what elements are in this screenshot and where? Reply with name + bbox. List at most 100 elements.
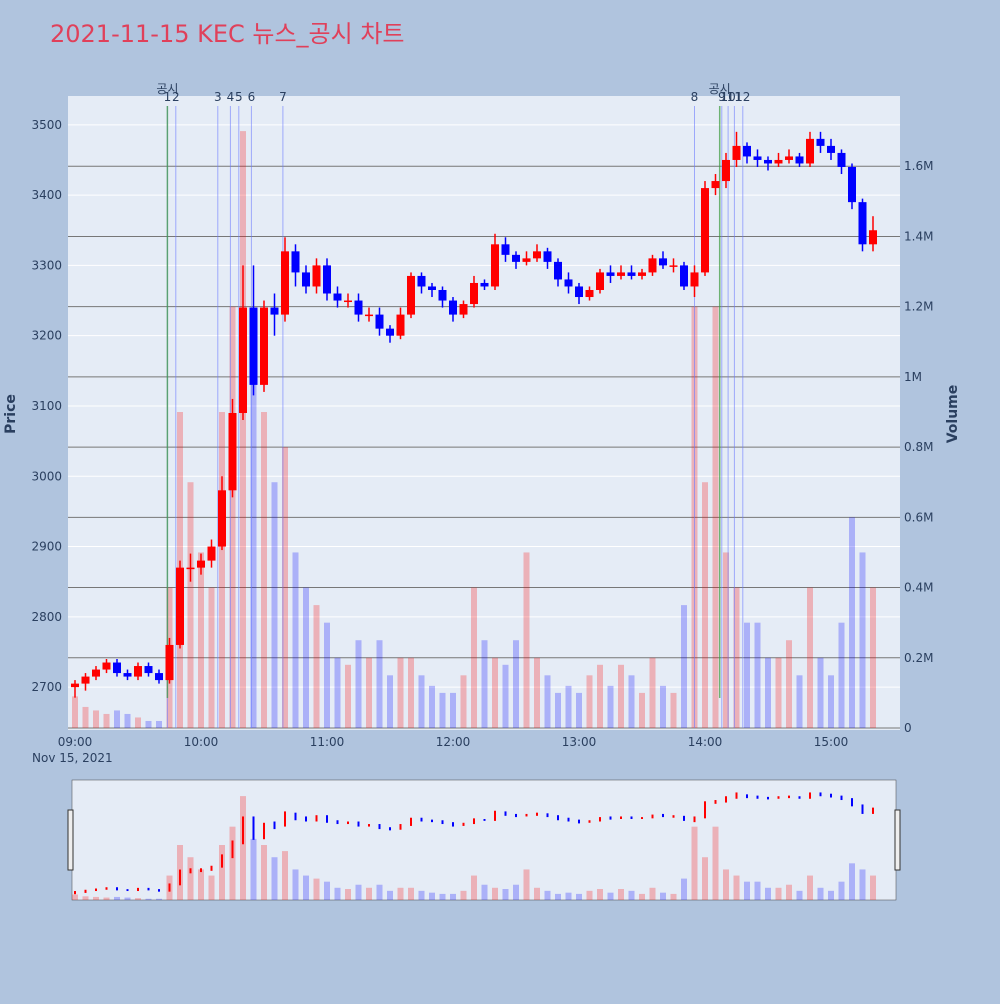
volume-bar bbox=[607, 685, 614, 728]
slider-volume-bar bbox=[723, 869, 729, 900]
candle-body bbox=[207, 546, 216, 561]
slider-volume-bar bbox=[408, 887, 414, 900]
candle-body bbox=[522, 258, 531, 262]
y-tick-label: 3000 bbox=[31, 469, 62, 483]
candle-body bbox=[396, 314, 405, 336]
y2-tick-label: 1.6M bbox=[904, 159, 933, 173]
slider-volume-bar bbox=[135, 898, 141, 900]
volume-bar bbox=[135, 717, 141, 728]
slider-volume-bar bbox=[502, 889, 509, 900]
slider-volume-bar bbox=[187, 857, 194, 900]
volume-bar bbox=[240, 131, 246, 729]
candle-body bbox=[627, 272, 636, 276]
slider-volume-bar bbox=[786, 884, 792, 900]
candle-body bbox=[123, 673, 132, 677]
slider-handle[interactable] bbox=[894, 809, 901, 871]
volume-bar bbox=[72, 696, 78, 728]
candle-body bbox=[365, 314, 373, 317]
slider-volume-bar bbox=[744, 881, 750, 900]
volume-bar bbox=[733, 587, 740, 728]
volume-bar bbox=[544, 675, 551, 728]
candle-body bbox=[680, 265, 688, 287]
volume-bar bbox=[124, 713, 131, 728]
slider-volume-bar bbox=[481, 884, 488, 900]
news-label: 12 bbox=[735, 90, 750, 104]
slider-volume-bar bbox=[817, 887, 824, 900]
volume-bar bbox=[859, 552, 866, 728]
x-tick-label: 15:00 bbox=[814, 735, 849, 749]
candle-body bbox=[449, 300, 457, 315]
candle-body bbox=[218, 490, 226, 547]
volume-bar bbox=[82, 706, 89, 728]
candle-body bbox=[638, 272, 646, 276]
candle-body bbox=[659, 258, 667, 266]
volume-bar bbox=[807, 587, 813, 728]
candle-body bbox=[816, 138, 825, 146]
slider-volume-bar bbox=[82, 896, 89, 900]
slider-volume-bar bbox=[292, 869, 299, 900]
y2-axis-title: Volume bbox=[945, 385, 961, 444]
volume-bar bbox=[660, 685, 666, 728]
slider-volume-bar bbox=[628, 890, 635, 900]
slider-volume-bar bbox=[807, 875, 813, 900]
volume-bar bbox=[576, 692, 582, 728]
candle-body bbox=[239, 307, 247, 413]
candle-body bbox=[596, 272, 604, 290]
candle-body bbox=[491, 244, 499, 287]
candle-body bbox=[732, 145, 741, 160]
slider-volume-bar bbox=[765, 887, 771, 900]
candle-body bbox=[323, 265, 331, 294]
slider-volume-bar bbox=[103, 897, 110, 900]
volume-bar bbox=[229, 306, 236, 728]
candle-body bbox=[375, 314, 384, 329]
slider-volume-bar bbox=[649, 887, 656, 900]
plot-area bbox=[68, 96, 900, 730]
volume-bar bbox=[681, 605, 687, 728]
range-slider[interactable] bbox=[71, 779, 897, 901]
y-tick-label: 2800 bbox=[31, 610, 62, 624]
slider-volume-bar bbox=[670, 893, 677, 900]
candle-body bbox=[501, 244, 510, 255]
candle-body bbox=[165, 644, 174, 681]
candle-body bbox=[144, 666, 153, 674]
volume-bar bbox=[523, 552, 530, 728]
slider-volume-bar bbox=[534, 887, 540, 900]
y-tick-label: 3400 bbox=[31, 188, 62, 202]
slider-volume-bar bbox=[796, 890, 803, 900]
volume-bar bbox=[723, 552, 729, 728]
y2-tick-label: 0.4M bbox=[904, 581, 933, 595]
slider-handle[interactable] bbox=[67, 809, 74, 871]
volume-bar bbox=[303, 587, 309, 728]
volume-bar bbox=[534, 657, 540, 728]
y-tick-label: 2900 bbox=[31, 540, 62, 554]
slider-volume-bar bbox=[93, 896, 99, 900]
slider-volume-bar bbox=[492, 887, 498, 900]
candle-body bbox=[176, 567, 184, 645]
candle-body bbox=[606, 272, 615, 276]
volume-bar bbox=[145, 720, 152, 728]
y2-tick-label: 1M bbox=[904, 370, 922, 384]
slider-volume-bar bbox=[208, 875, 215, 900]
slider-volume-bar bbox=[838, 881, 845, 900]
slider-volume-bar bbox=[387, 890, 393, 900]
volume-bar bbox=[187, 482, 194, 728]
volume-bar bbox=[376, 640, 383, 728]
candle-body bbox=[764, 159, 772, 164]
volume-bar bbox=[586, 675, 593, 728]
candle-body bbox=[354, 300, 363, 315]
slider-volume-bar bbox=[586, 890, 593, 900]
slider-volume-bar bbox=[870, 875, 876, 900]
candle-body bbox=[333, 293, 342, 301]
volume-bar bbox=[817, 657, 824, 728]
volume-bar bbox=[387, 675, 393, 728]
candle-body bbox=[459, 304, 468, 315]
candle-body bbox=[312, 265, 321, 287]
volume-bar bbox=[744, 622, 750, 728]
candle-body bbox=[344, 300, 352, 303]
x-tick-label: 14:00 bbox=[688, 735, 723, 749]
candle-body bbox=[186, 567, 195, 570]
slider-volume-bar bbox=[859, 869, 866, 900]
news-label: 9 bbox=[718, 90, 726, 104]
candle-body bbox=[197, 560, 205, 568]
volume-bar bbox=[712, 306, 719, 728]
